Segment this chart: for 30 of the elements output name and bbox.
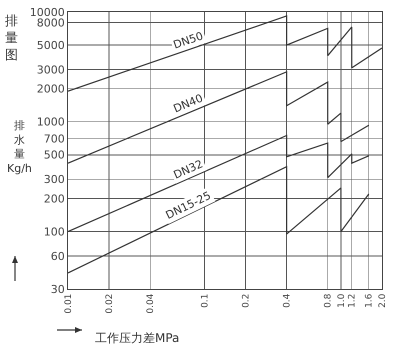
x-tick-label: 0.02 [105, 294, 116, 314]
y-tick-label: 100 [44, 225, 65, 238]
y-tick-label: 300 [44, 173, 65, 186]
text: DN32 [172, 157, 205, 182]
y-tick-label: 700 [44, 132, 65, 146]
y-tick-label: 3000 [36, 63, 65, 76]
y-tick-label: 10000 [30, 6, 65, 19]
text: 排量图 [5, 14, 18, 63]
y-axis-title: 排水量 Kg/h [7, 119, 32, 175]
x-tick-label: 1.0 [336, 293, 347, 308]
text: DN50 [172, 29, 205, 52]
text: DN40 [172, 92, 205, 116]
x-tick-label: 0.8 [324, 293, 334, 308]
y-tick-label: 500 [44, 148, 65, 162]
x-tick-label: 0.2 [241, 294, 252, 308]
x-tick-label: 0.01 [64, 294, 74, 314]
y-tick-label: 30 [50, 282, 65, 296]
y-tick-label: 200 [44, 192, 65, 206]
x-tick-label: 2.0 [378, 293, 388, 308]
x-tick-label: 0.04 [146, 293, 156, 314]
x-tick-label: 1.2 [348, 294, 358, 308]
y-tick-label: 60 [50, 250, 65, 263]
x-tick-label: 0.1 [200, 294, 210, 308]
x-tick-label: 1.6 [364, 293, 375, 308]
y-tick-label: 5000 [36, 38, 65, 52]
x-tick-label: 0.4 [282, 293, 293, 308]
x-axis-title: 工作压力差MPa [95, 331, 180, 345]
y-tick-label: 2000 [36, 82, 65, 96]
y-tick-label: 1000 [36, 116, 65, 129]
y-tick-label: 8000 [36, 16, 65, 30]
